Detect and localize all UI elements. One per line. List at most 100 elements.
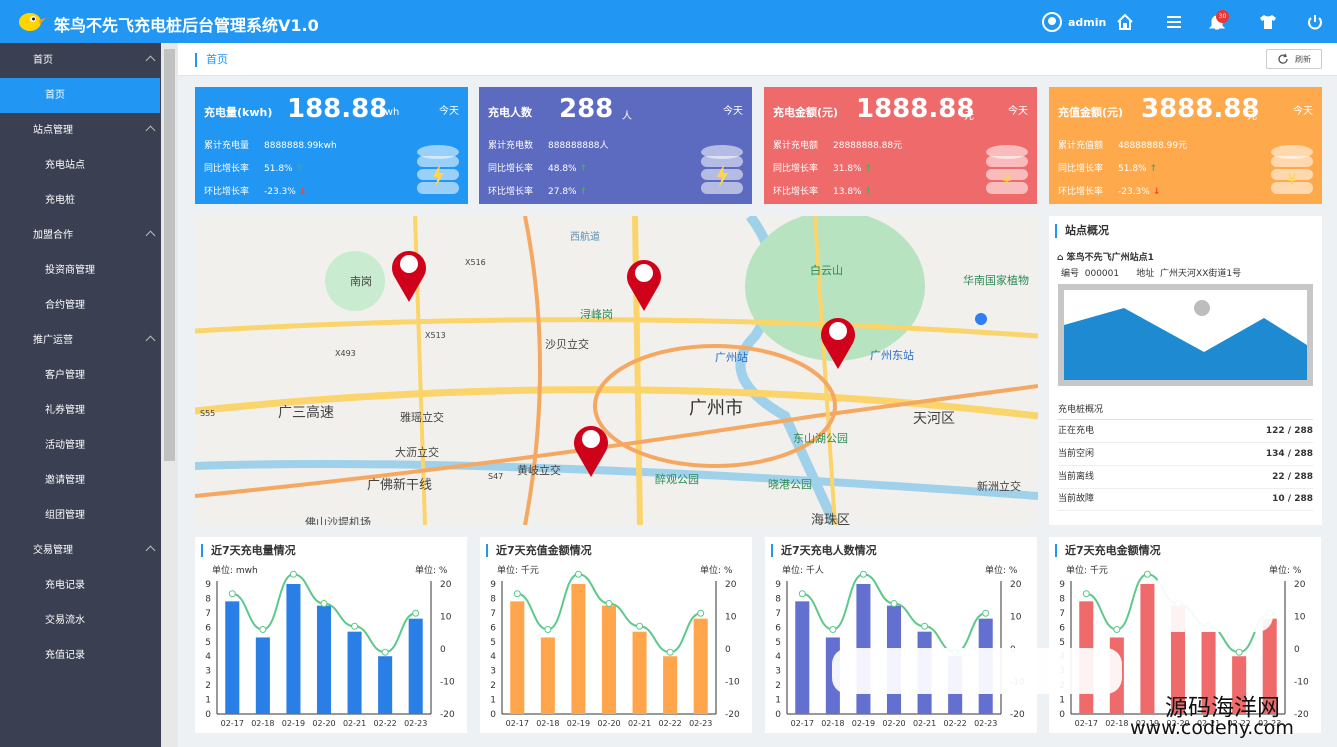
- x-tick-label: 02-17: [791, 719, 814, 728]
- chart-bar: [1201, 631, 1216, 714]
- station-pin-icon[interactable]: [570, 419, 612, 479]
- map-label: X516: [465, 258, 486, 267]
- y-tick-label: 1: [205, 696, 211, 706]
- map-label: 海珠区: [811, 513, 851, 525]
- card-value: 1888.88: [856, 94, 975, 124]
- y2-tick-label: -10: [1294, 678, 1309, 688]
- line-point: [381, 648, 389, 656]
- line-point: [859, 570, 867, 578]
- chart-bar: [286, 584, 301, 714]
- map-label: 广州市: [689, 398, 743, 419]
- map-label: 新洲立交: [977, 480, 1021, 493]
- map-label: 广佛新干线: [367, 478, 433, 493]
- sidebar-group-franchise[interactable]: 加盟合作: [0, 218, 160, 253]
- map-label: 西航道: [570, 232, 600, 243]
- sidebar-item-transaction[interactable]: 交易流水: [45, 615, 85, 626]
- card-period: 今天: [1293, 106, 1313, 117]
- y-tick-label: 7: [205, 609, 211, 619]
- chevron-up-icon: [145, 125, 156, 136]
- y-tick-label: 5: [1059, 638, 1065, 648]
- theme-shirt-icon[interactable]: [1258, 12, 1278, 32]
- sidebar-item-contract[interactable]: 合约管理: [45, 300, 85, 311]
- x-tick-label: 02-21: [1197, 719, 1220, 728]
- x-tick-label: 02-21: [343, 719, 366, 728]
- map-label: 广州东站: [870, 349, 914, 362]
- x-tick-label: 02-23: [689, 719, 712, 728]
- sidebar-group-trade[interactable]: 交易管理: [0, 533, 160, 568]
- sidebar-item-recharge-record[interactable]: 充值记录: [45, 650, 85, 661]
- sidebar-group-home[interactable]: 首页: [0, 43, 160, 78]
- scrollbar-thumb[interactable]: [164, 49, 175, 461]
- breadcrumb-bar: 首页 刷新: [178, 43, 1337, 76]
- sidebar-group-station[interactable]: 站点管理: [0, 113, 160, 148]
- sidebar-item-group[interactable]: 组团管理: [45, 510, 85, 521]
- map-roads: [195, 216, 1038, 525]
- charger-overview-title: 充电桩概况: [1058, 402, 1313, 420]
- y-tick-label: 3: [775, 667, 781, 677]
- chart-recharge: 0 1 2 3 4 5 6 7 8 9 -20 -10 0 10 20 02-17 02-18 02-19 02-2…: [490, 570, 740, 728]
- y-tick-label: 9: [775, 580, 781, 590]
- y-tick-label: 2: [205, 681, 211, 691]
- map-label: X493: [335, 349, 356, 358]
- stat-row: 正在充电 122 / 288: [1058, 420, 1313, 443]
- sidebar: 首页 首页 站点管理 充电站点 充电桩 加盟合作 投资商管理 合约管理 推广运营…: [0, 43, 178, 747]
- sidebar-item-investor[interactable]: 投资商管理: [45, 265, 95, 276]
- refresh-button[interactable]: 刷新: [1266, 49, 1322, 69]
- svg-text:¥: ¥: [1288, 172, 1297, 188]
- user-menu[interactable]: admin: [1042, 12, 1106, 32]
- sidebar-item-charger[interactable]: 充电桩: [45, 195, 75, 206]
- station-pin-icon[interactable]: [817, 311, 859, 371]
- app-title: 笨鸟不先飞充电桩后台管理系统V1.0: [54, 16, 319, 35]
- card-unit: 元: [1247, 111, 1257, 122]
- user-avatar-icon: [1042, 12, 1062, 32]
- card-title: 充电金额(元): [773, 106, 839, 119]
- line-point: [798, 590, 806, 598]
- sidebar-item-charging-station[interactable]: 充电站点: [45, 160, 85, 171]
- x-tick-label: 02-22: [1228, 719, 1251, 728]
- chart-bar: [255, 637, 270, 714]
- chart-bar: [663, 656, 678, 714]
- y2-tick-label: 10: [1294, 613, 1306, 623]
- card-unit: 元: [964, 111, 974, 122]
- trend-up-icon: ↑: [579, 164, 588, 174]
- map-label: 佛山沙堤机场: [305, 516, 371, 525]
- station-pin-icon[interactable]: [388, 244, 430, 304]
- station-pin-icon[interactable]: [623, 253, 665, 313]
- home-icon[interactable]: [1115, 12, 1135, 32]
- watermark-url: www.codehy.com: [1130, 717, 1294, 739]
- sidebar-item-home[interactable]: 首页: [0, 78, 160, 113]
- card-value: 288: [559, 94, 614, 124]
- map-label: 醉观公园: [655, 473, 699, 486]
- sidebar-item-coupon[interactable]: 礼券管理: [45, 405, 85, 416]
- image-placeholder-icon: [1064, 300, 1307, 380]
- line-point: [697, 609, 705, 617]
- sidebar-item-invite[interactable]: 邀请管理: [45, 475, 85, 486]
- station-map[interactable]: 南岗 X516 X513 X493 S55 广三高速 雅瑶立交 大沥立交 广佛新…: [195, 216, 1038, 525]
- x-tick-label: 02-23: [404, 719, 427, 728]
- card-row: 同比增长率 51.8% ↑: [1058, 164, 1158, 174]
- power-icon[interactable]: [1305, 12, 1325, 32]
- chart-bar: [1140, 584, 1155, 714]
- station-name: ⌂ 笨鸟不先飞广州站点1: [1057, 253, 1154, 263]
- chart-unit-left: 单位: 千人: [782, 566, 824, 576]
- chart-title: 近7天充电量情况: [201, 544, 296, 557]
- sidebar-item-customer[interactable]: 客户管理: [45, 370, 85, 381]
- x-tick-label: 02-21: [628, 719, 651, 728]
- chart-bar: [378, 656, 393, 714]
- y-tick-label: 1: [1059, 696, 1065, 706]
- sidebar-scrollbar[interactable]: [161, 43, 178, 747]
- map-label: 浔峰岗: [580, 308, 613, 321]
- sidebar-item-activity[interactable]: 活动管理: [45, 440, 85, 451]
- line-point: [1082, 590, 1090, 598]
- sidebar-group-promotion[interactable]: 推广运营: [0, 323, 160, 358]
- stat-card-charge-amount: 充电金额(元) 1888.88 元 今天 累计充电额 28888888.88元 同…: [764, 87, 1037, 204]
- chart-bar: [1170, 605, 1186, 714]
- chart-unit-right: 单位: %: [985, 566, 1018, 576]
- menu-icon[interactable]: [1164, 12, 1184, 32]
- chart-card-users: 0123456789-20-100102002-1702-1802-1902-2…: [765, 537, 1037, 733]
- map-label: 沙贝立交: [545, 338, 589, 351]
- sidebar-item-charge-record[interactable]: 充电记录: [45, 580, 85, 591]
- breadcrumb[interactable]: 首页: [195, 53, 228, 67]
- map-label: 华南国家植物: [963, 274, 1029, 287]
- y2-tick-label: 10: [1010, 613, 1022, 623]
